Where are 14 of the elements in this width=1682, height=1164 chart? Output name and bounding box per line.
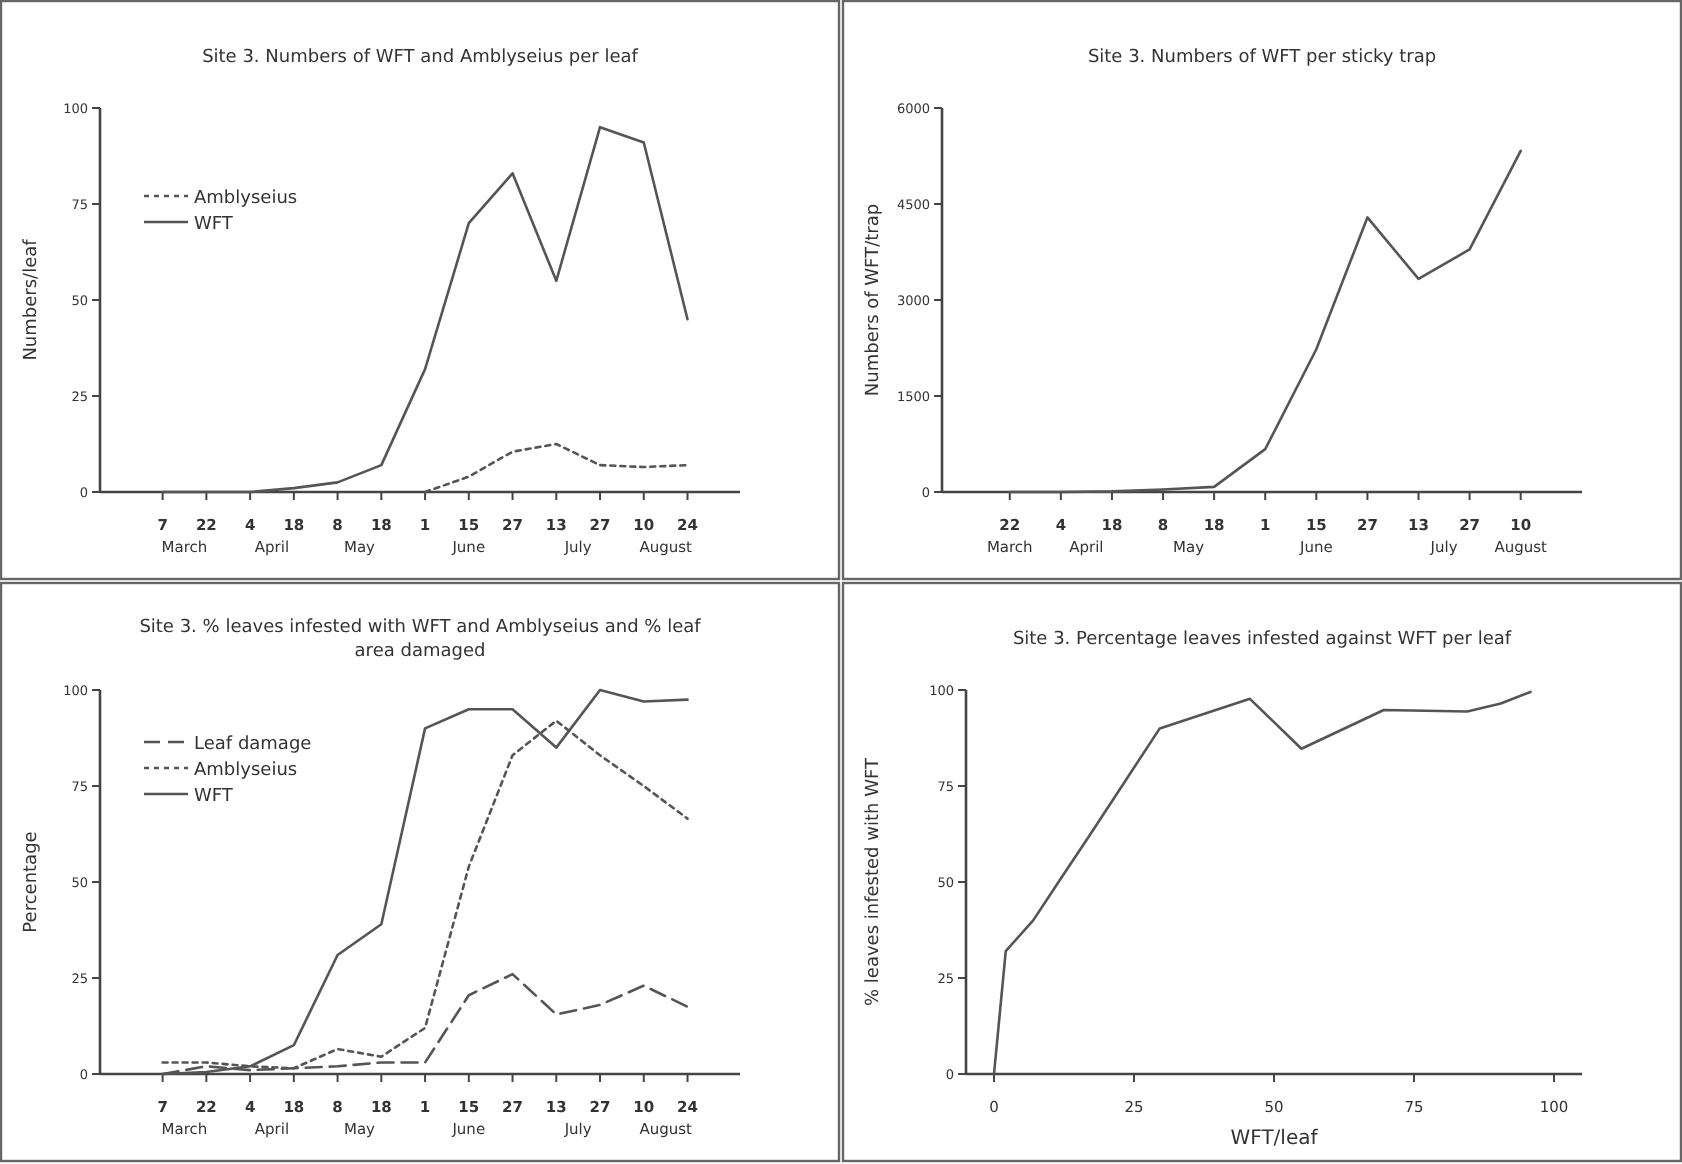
chart-title: Site 3. Numbers of WFT and Amblyseius per leaf bbox=[202, 48, 640, 68]
chart-title: Site 3. Percentage leaves infested against WFT per leaf bbox=[1012, 630, 1513, 650]
y-axis-title: Numbers of WFT/trap bbox=[864, 203, 884, 397]
y-axis-title: Percentage bbox=[22, 830, 42, 933]
x-axis-title: WFT/leaf bbox=[1230, 1128, 1319, 1150]
chart-title: Site 3. % leaves infested with WFT and Amblyseius and % leaf area damaged bbox=[139, 618, 703, 662]
legend-label: WFT bbox=[194, 787, 234, 807]
y-axis-title: Numbers/leaf bbox=[22, 237, 42, 361]
legend-label: Amblyseius bbox=[194, 189, 298, 209]
y-axis-title: % leaves infested with WFT bbox=[864, 757, 884, 1006]
legend-label: Amblyseius bbox=[194, 761, 298, 781]
legend-label: Leaf damage bbox=[194, 735, 313, 755]
legend-label: WFT bbox=[194, 215, 234, 235]
chart-title: Site 3. Numbers of WFT per sticky trap bbox=[1087, 48, 1437, 68]
